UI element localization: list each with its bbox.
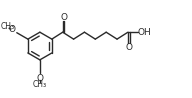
Text: O: O — [125, 43, 132, 52]
Text: O: O — [60, 13, 67, 22]
Text: OH: OH — [138, 28, 151, 37]
Text: O: O — [36, 74, 43, 83]
Text: O: O — [9, 25, 16, 34]
Text: CH₃: CH₃ — [33, 80, 47, 89]
Text: CH₃: CH₃ — [1, 22, 15, 31]
